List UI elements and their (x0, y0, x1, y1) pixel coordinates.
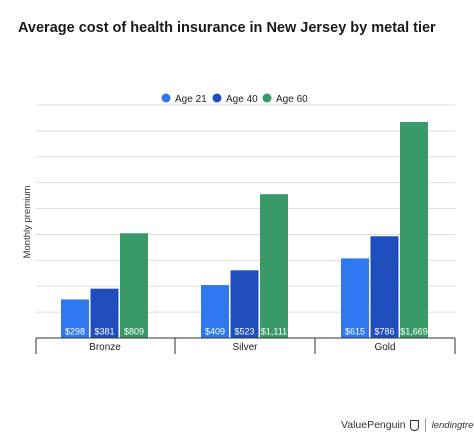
legend-label-age-40: Age 40 (226, 94, 258, 105)
legend-swatch-age-21 (161, 93, 171, 103)
bar-silver-age-60 (260, 194, 288, 338)
chart-title: Average cost of health insurance in New … (18, 20, 436, 36)
penguin-icon (409, 419, 419, 431)
legend-swatch-age-40 (212, 93, 222, 103)
bar-value-label: $409 (205, 327, 225, 337)
bar-value-label: $298 (65, 327, 85, 337)
bar-value-label: $381 (94, 327, 114, 337)
bar-bronze-age-21 (61, 299, 89, 338)
bar-gold-age-40 (370, 236, 399, 338)
bar-gold-age-21 (341, 258, 369, 338)
valuepenguin-logo: ValuePenguin (341, 419, 406, 431)
bar-value-label: $809 (124, 327, 144, 337)
bar-labels: $298 $381 $809 $409 $523 $1,111 $615 $786 $1,669 (65, 327, 428, 337)
footer-brand: ValuePenguin lendingtree (341, 418, 474, 432)
lendingtree-logo: lendingtree (431, 419, 474, 431)
x-axis: Bronze Silver Gold (35, 337, 456, 354)
bar-value-label: $615 (345, 327, 365, 337)
bar-value-label: $786 (374, 327, 394, 337)
bar-gold-age-60 (400, 121, 428, 339)
bar-bronze-age-40 (90, 288, 119, 338)
bar-bronze-age-60 (120, 233, 148, 338)
x-tick-label-bronze: Bronze (89, 342, 121, 353)
bars (61, 121, 428, 339)
bar-value-label: $1,669 (400, 327, 428, 337)
x-tick-label-silver: Silver (232, 342, 258, 353)
divider (424, 418, 426, 432)
legend-label-age-60: Age 60 (276, 94, 308, 105)
y-axis-label: Monthly premium (22, 185, 33, 258)
legend: Age 21 Age 40 Age 60 (161, 93, 308, 105)
bar-value-label: $523 (234, 327, 254, 337)
bar-silver-age-40 (230, 270, 259, 338)
x-tick-label-gold: Gold (374, 342, 395, 353)
bar-silver-age-21 (201, 285, 229, 338)
legend-swatch-age-60 (262, 93, 272, 103)
legend-label-age-21: Age 21 (175, 94, 207, 105)
bar-value-label: $1,111 (261, 327, 287, 337)
